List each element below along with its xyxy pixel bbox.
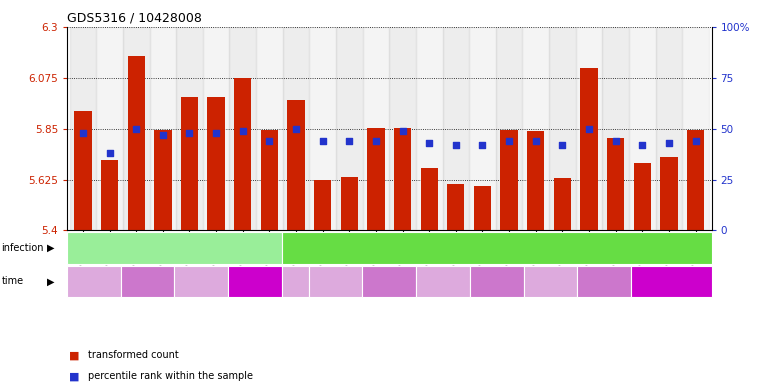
- Bar: [123, 27, 149, 230]
- Point: [636, 142, 648, 148]
- Point: [610, 138, 622, 144]
- Text: day 0: day 0: [282, 277, 308, 286]
- Text: day 8: day 8: [242, 277, 268, 286]
- Point: [689, 138, 702, 144]
- Bar: [128, 56, 145, 230]
- Text: day 5: day 5: [538, 277, 563, 286]
- Bar: [101, 160, 118, 230]
- Bar: [421, 168, 438, 230]
- Bar: [661, 157, 677, 230]
- Bar: [362, 27, 389, 230]
- Text: infection: infection: [2, 243, 44, 253]
- Bar: [576, 27, 603, 230]
- Point: [77, 130, 89, 136]
- Text: retrovirus encoding GFP: retrovirus encoding GFP: [120, 243, 229, 253]
- Bar: [336, 27, 362, 230]
- Text: ■: ■: [68, 350, 79, 360]
- Text: day 3: day 3: [430, 277, 456, 286]
- Point: [237, 127, 249, 134]
- Text: day 3: day 3: [135, 277, 160, 286]
- Bar: [474, 186, 491, 230]
- Point: [183, 130, 196, 136]
- Bar: [309, 27, 336, 230]
- Point: [343, 138, 355, 144]
- Text: day 8: day 8: [658, 277, 684, 286]
- Point: [130, 126, 142, 132]
- Text: day 6: day 6: [591, 277, 616, 286]
- Bar: [603, 27, 629, 230]
- Point: [290, 126, 302, 132]
- Text: day 5: day 5: [189, 277, 214, 286]
- Bar: [341, 177, 358, 230]
- Bar: [581, 68, 597, 230]
- Bar: [256, 27, 283, 230]
- Point: [157, 132, 169, 138]
- Text: retroviruses encoding the four transcription factors: retroviruses encoding the four transcrip…: [380, 243, 613, 253]
- Text: day 1: day 1: [323, 277, 349, 286]
- Bar: [682, 27, 709, 230]
- Bar: [687, 130, 704, 230]
- Point: [476, 142, 489, 148]
- Bar: [314, 180, 331, 230]
- Point: [503, 138, 515, 144]
- Bar: [176, 27, 202, 230]
- Bar: [443, 27, 469, 230]
- Bar: [283, 27, 309, 230]
- Bar: [527, 131, 544, 230]
- Text: percentile rank within the sample: percentile rank within the sample: [88, 371, 253, 381]
- Bar: [181, 97, 198, 230]
- Point: [210, 130, 222, 136]
- Bar: [496, 27, 523, 230]
- Bar: [629, 27, 656, 230]
- Text: GDS5316 / 10428008: GDS5316 / 10428008: [67, 12, 202, 25]
- Text: day 4: day 4: [484, 277, 509, 286]
- Point: [396, 127, 409, 134]
- Bar: [96, 27, 123, 230]
- Bar: [607, 138, 624, 230]
- Bar: [656, 27, 682, 230]
- Bar: [234, 78, 251, 230]
- Point: [530, 138, 542, 144]
- Bar: [501, 130, 517, 230]
- Bar: [75, 111, 91, 230]
- Point: [450, 142, 462, 148]
- Point: [370, 138, 382, 144]
- Point: [423, 140, 435, 146]
- Text: day 1: day 1: [81, 277, 107, 286]
- Bar: [154, 130, 171, 230]
- Bar: [149, 27, 176, 230]
- Point: [103, 150, 116, 156]
- Bar: [389, 27, 416, 230]
- Bar: [554, 179, 571, 230]
- Text: transformed count: transformed count: [88, 350, 178, 360]
- Bar: [523, 27, 549, 230]
- Bar: [634, 162, 651, 230]
- Bar: [447, 184, 464, 230]
- Bar: [230, 27, 256, 230]
- Bar: [202, 27, 229, 230]
- Text: day 2: day 2: [377, 277, 402, 286]
- Bar: [288, 100, 304, 230]
- Bar: [368, 127, 384, 230]
- Bar: [261, 130, 278, 230]
- Point: [317, 138, 329, 144]
- Bar: [549, 27, 576, 230]
- Text: time: time: [2, 276, 24, 286]
- Bar: [469, 27, 496, 230]
- Text: ■: ■: [68, 371, 79, 381]
- Point: [663, 140, 675, 146]
- Point: [263, 138, 275, 144]
- Bar: [416, 27, 442, 230]
- Bar: [208, 97, 224, 230]
- Point: [583, 126, 595, 132]
- Point: [556, 142, 568, 148]
- Text: ▶: ▶: [47, 243, 55, 253]
- Text: ▶: ▶: [47, 276, 55, 286]
- Bar: [394, 127, 411, 230]
- Bar: [69, 27, 96, 230]
